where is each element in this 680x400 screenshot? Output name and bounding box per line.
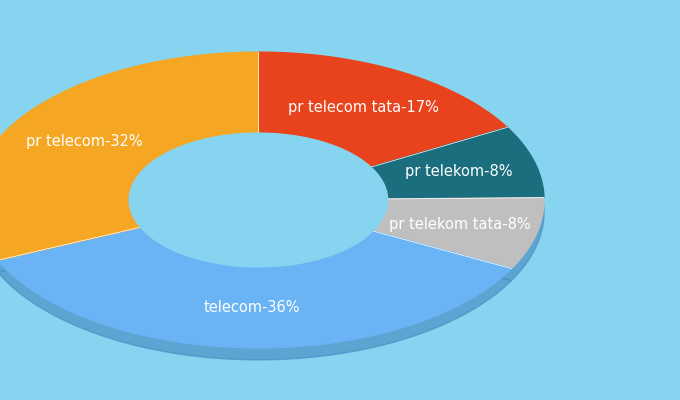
Polygon shape xyxy=(0,239,511,360)
Text: pr telekom tata-8%: pr telekom tata-8% xyxy=(390,217,531,232)
Polygon shape xyxy=(129,133,388,267)
Polygon shape xyxy=(258,52,507,167)
Text: telecom-36%: telecom-36% xyxy=(204,300,300,315)
Polygon shape xyxy=(0,52,258,260)
Polygon shape xyxy=(258,64,507,179)
Text: pr telecom tata-17%: pr telecom tata-17% xyxy=(288,100,439,115)
Polygon shape xyxy=(373,210,544,280)
Polygon shape xyxy=(371,128,544,199)
Polygon shape xyxy=(0,64,258,272)
Polygon shape xyxy=(371,140,544,211)
Text: pr telecom-32%: pr telecom-32% xyxy=(26,134,143,149)
Text: pr telekom-8%: pr telekom-8% xyxy=(405,164,512,180)
Polygon shape xyxy=(0,227,511,348)
Polygon shape xyxy=(373,198,544,268)
